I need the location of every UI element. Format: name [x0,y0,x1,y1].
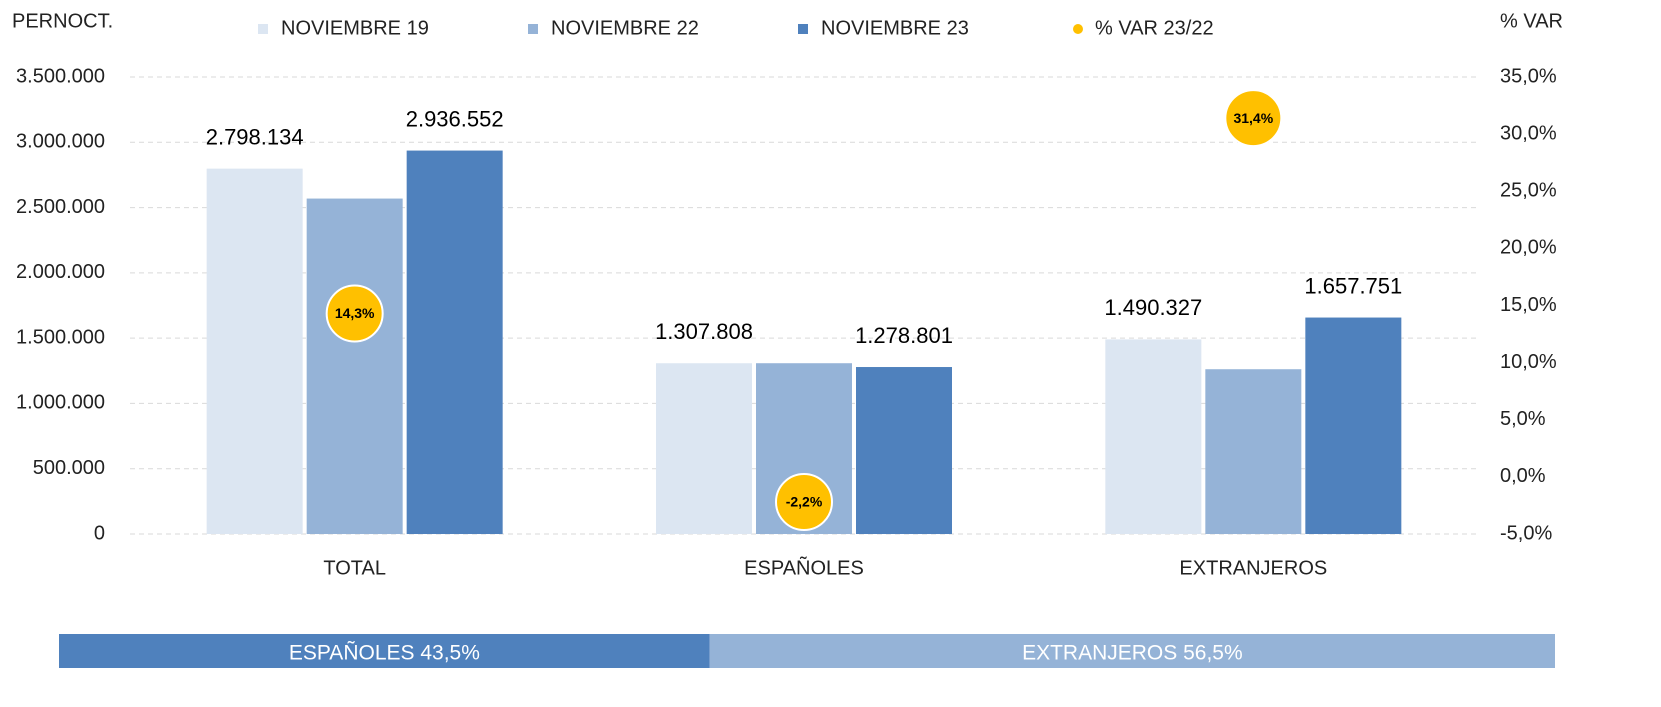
var-bubble [325,284,384,343]
y2-tick-label: 15,0% [1500,294,1557,316]
y-tick-label: 2.500.000 [16,196,105,218]
var-label: -2,2% [786,494,823,510]
var-bubble [1224,89,1283,148]
share-segment [709,634,1555,668]
var-bubble [775,473,833,532]
y-tick-label: 1.000.000 [16,392,105,414]
legend-swatch [798,24,808,34]
y2-tick-label: 0,0% [1500,465,1546,487]
var-label: 14,3% [335,305,375,321]
data-label: 2.798.134 [206,124,304,149]
bar [656,363,752,534]
y-tick-label: 1.500.000 [16,326,105,348]
legend-swatch [258,24,268,34]
y-tick-label: 0 [94,522,105,544]
y-tick-label: 2.000.000 [16,261,105,283]
y-axis-title: PERNOCT. [12,10,113,32]
bar [306,198,403,534]
bar [1205,369,1302,534]
x-tick-label: TOTAL [323,557,386,579]
share-label: EXTRANJEROS 56,5% [1022,642,1243,665]
x-tick-label: EXTRANJEROS [1179,557,1327,579]
bar [406,150,503,535]
y2-tick-label: 20,0% [1500,237,1557,259]
bar [206,168,303,534]
share-label: ESPAÑOLES 43,5% [289,641,480,665]
y2-tick-label: 25,0% [1500,180,1557,202]
legend-swatch [528,24,538,34]
y2-tick-label: 35,0% [1500,65,1557,87]
bar [856,367,952,534]
data-label: 1.657.751 [1304,273,1402,298]
y2-axis-title: % VAR [1500,10,1563,32]
var-label: 31,4% [1233,110,1273,126]
y2-tick-label: -5,0% [1500,522,1552,544]
x-tick-label: ESPAÑOLES [744,555,864,579]
legend-label: NOVIEMBRE 23 [821,17,969,39]
legend-label: NOVIEMBRE 22 [551,17,699,39]
y2-tick-label: 30,0% [1500,122,1557,144]
data-label: 1.307.808 [655,319,753,344]
y-tick-label: 500.000 [33,457,105,479]
bar [1105,339,1202,534]
data-label: 2.936.552 [406,106,504,131]
y-tick-label: 3.000.000 [16,131,105,153]
bar [1305,317,1402,534]
y-tick-label: 3.500.000 [16,65,105,87]
y2-tick-label: 5,0% [1500,408,1546,430]
share-segment [59,634,710,668]
legend-label: % VAR 23/22 [1095,17,1214,39]
y2-tick-label: 10,0% [1500,351,1557,373]
data-label: 1.278.801 [855,323,953,348]
legend-swatch [1073,24,1083,34]
legend-label: NOVIEMBRE 19 [281,17,429,39]
data-label: 1.490.327 [1104,295,1202,320]
